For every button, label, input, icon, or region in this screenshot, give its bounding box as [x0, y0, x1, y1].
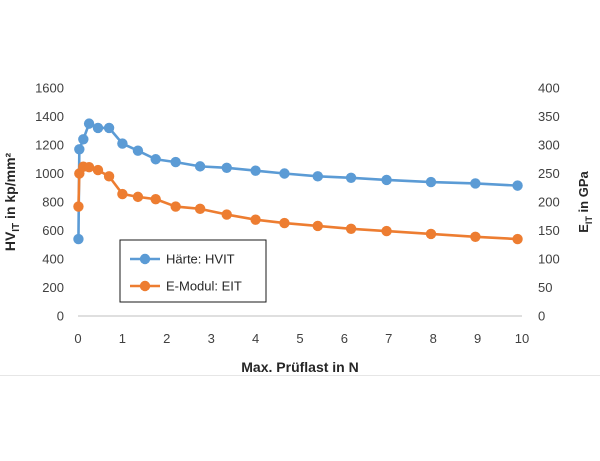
series-2 [73, 161, 523, 245]
y-right-tick-label: 400 [538, 81, 560, 96]
y-right-tick-label: 300 [538, 138, 560, 153]
data-point [221, 162, 232, 173]
data-point [117, 138, 128, 149]
data-point [312, 220, 323, 232]
y-left-axis-title: HVIT in kp/mm² [2, 152, 22, 251]
x-tick-label: 6 [341, 331, 348, 346]
data-point [279, 217, 290, 229]
data-point [221, 209, 232, 220]
series-1 [73, 118, 523, 245]
x-tick-label: 7 [385, 331, 392, 346]
x-tick-label: 3 [208, 331, 215, 346]
data-point [250, 165, 261, 176]
y-left-title-main: HV [2, 231, 18, 251]
data-point [470, 178, 481, 189]
y-left-tick-label: 1600 [35, 81, 64, 96]
y-right-tick-label: 350 [538, 109, 560, 124]
y-left-title-rest: in kp/mm² [2, 152, 18, 222]
legend-marker [139, 253, 151, 265]
data-point [92, 122, 104, 134]
data-point [73, 233, 84, 245]
data-point [425, 176, 437, 188]
data-point [92, 164, 104, 176]
y-left-tick-label: 1200 [35, 138, 64, 153]
x-tick-label: 4 [252, 331, 259, 346]
data-point [345, 223, 357, 234]
data-point [279, 168, 290, 179]
x-tick-label: 5 [296, 331, 303, 346]
data-point [83, 118, 95, 129]
y-right-tick-label: 0 [538, 309, 545, 324]
bottom-divider [0, 375, 600, 376]
data-point [425, 228, 437, 240]
y-right-title-sub: IT [584, 216, 594, 225]
y-left-title-sub: IT [11, 223, 22, 232]
y-right-title-rest: in GPa [576, 171, 591, 217]
x-axis-title: Max. Prüflast in N [241, 359, 358, 375]
x-tick-label: 9 [474, 331, 481, 346]
series-layer [73, 118, 523, 245]
y-left-tick-label: 200 [42, 280, 64, 295]
y-right-title-main: E [576, 224, 591, 233]
legend-label: Härte: HVIT [166, 252, 235, 267]
y-left-tick-label: 600 [42, 223, 64, 238]
data-point [73, 201, 84, 212]
y-right-tick-label: 250 [538, 166, 560, 181]
series-line [77, 122, 518, 240]
data-point [312, 171, 323, 182]
data-point [250, 214, 261, 225]
x-tick-label: 2 [163, 331, 170, 346]
data-point [74, 144, 85, 155]
y-left-tick-label: 0 [57, 309, 64, 324]
y-left-tick-label: 400 [42, 252, 64, 267]
data-point [512, 180, 523, 191]
series-line [77, 165, 518, 241]
y-right-tick-label: 150 [538, 223, 560, 238]
data-point [194, 203, 206, 215]
axes-layer: 0 1 2 3 4 5 6 7 8 9 100200400600800100012001400160… [2, 81, 594, 376]
legend-box [119, 239, 267, 303]
data-point [381, 174, 392, 186]
y-left-tick-label: 1400 [35, 109, 64, 124]
x-tick-label: 8 [430, 331, 437, 346]
legend: Härte: HVIT E-Modul: EIT [119, 239, 267, 303]
y-left-tick-label: 800 [42, 195, 64, 210]
y-right-tick-label: 50 [538, 280, 552, 295]
x-tick-label: 0 [74, 331, 81, 346]
legend-marker [139, 280, 151, 292]
data-point [103, 122, 115, 134]
data-point [150, 154, 161, 165]
data-point [132, 191, 144, 203]
y-right-tick-label: 200 [538, 195, 560, 210]
data-point [170, 156, 181, 168]
x-tick-label: 10 [515, 331, 529, 346]
data-point [170, 201, 181, 212]
data-point [194, 161, 206, 172]
data-point [78, 134, 89, 145]
y-right-tick-label: 100 [538, 252, 560, 267]
data-point [345, 172, 357, 183]
y-left-tick-label: 1000 [35, 166, 64, 181]
y-right-axis-title: EIT in GPa [576, 171, 594, 233]
data-point [150, 193, 161, 205]
x-tick-label: 1 [119, 331, 126, 346]
data-point [132, 145, 144, 156]
data-point [117, 188, 128, 200]
data-point [381, 225, 392, 237]
legend-label: E-Modul: EIT [166, 279, 242, 294]
data-point [103, 171, 115, 182]
data-point [512, 233, 523, 245]
data-point [83, 162, 95, 173]
data-point [470, 231, 481, 242]
